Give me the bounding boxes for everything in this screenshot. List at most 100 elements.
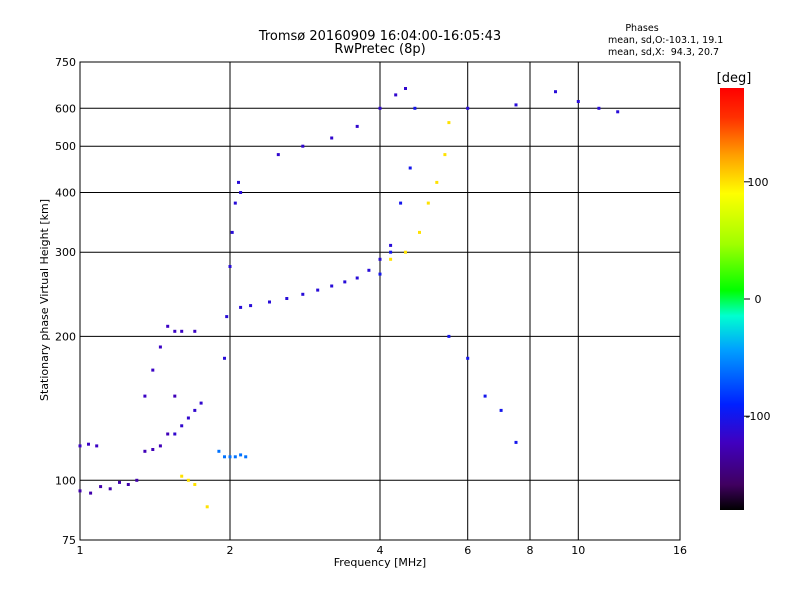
x-tick-label: 6 — [464, 544, 471, 557]
data-point — [408, 166, 412, 170]
y-axis-label: Stationary phase Virtual Height [km] — [38, 199, 51, 401]
data-point — [180, 329, 184, 333]
data-point — [173, 432, 177, 436]
y-tick-label: 600 — [55, 102, 76, 115]
data-point — [173, 394, 177, 398]
data-point — [87, 442, 90, 446]
x-tick-label: 2 — [227, 544, 234, 557]
data-point — [330, 136, 334, 140]
data-point — [239, 453, 243, 457]
data-point — [180, 474, 184, 478]
data-point — [554, 90, 557, 94]
data-points — [78, 87, 620, 509]
data-point — [151, 448, 155, 451]
data-point — [166, 324, 170, 328]
data-point — [378, 106, 382, 110]
data-point — [99, 485, 103, 489]
data-point — [95, 444, 99, 448]
data-point — [330, 284, 334, 288]
data-point — [225, 315, 229, 319]
data-point — [616, 110, 620, 114]
data-point — [143, 449, 147, 453]
data-point — [389, 250, 393, 254]
data-point — [499, 408, 503, 412]
data-point — [193, 483, 197, 486]
data-point — [135, 478, 139, 482]
colorbar-tick-label: -100 — [746, 410, 771, 423]
data-point — [378, 272, 382, 276]
y-tick-label: 500 — [55, 140, 76, 153]
data-point — [355, 276, 359, 280]
x-tick-label: 16 — [673, 544, 687, 557]
phases-x-mode: mean, sd,X: 94.3, 20.7 — [608, 47, 719, 58]
data-point — [228, 455, 232, 459]
phases-heading: Phases — [625, 23, 658, 34]
data-point — [597, 106, 601, 110]
data-point — [118, 480, 121, 484]
data-point — [193, 329, 197, 333]
data-point — [447, 334, 451, 338]
colorbar — [720, 88, 744, 510]
data-point — [404, 250, 407, 254]
data-point — [301, 292, 305, 296]
data-point — [151, 368, 155, 372]
y-tick-label: 400 — [55, 187, 76, 200]
x-tick-label: 4 — [377, 544, 384, 557]
data-point — [237, 180, 240, 184]
y-tick-label: 100 — [55, 474, 76, 487]
chart-subtitle: RwPretec (8p) — [334, 42, 425, 57]
data-point — [239, 191, 243, 194]
x-tick-label: 1 — [77, 544, 84, 557]
data-point — [193, 408, 197, 412]
data-point — [514, 440, 518, 444]
colorbar-tick-label: 100 — [748, 176, 769, 189]
data-point — [276, 153, 280, 157]
data-point — [173, 329, 177, 333]
y-tick-label: 200 — [55, 330, 76, 343]
y-tick-label: 750 — [55, 56, 76, 69]
phases-o-mode: mean, sd,O:-103.1, 19.1 — [608, 35, 723, 46]
data-point — [78, 489, 82, 493]
data-point — [199, 401, 203, 405]
x-tick-label: 10 — [571, 544, 585, 557]
data-point — [394, 93, 398, 97]
y-tick-label: 300 — [55, 246, 76, 259]
data-point — [301, 144, 305, 148]
data-point — [466, 106, 470, 110]
data-point — [378, 257, 382, 261]
data-point — [244, 455, 248, 459]
data-point — [514, 103, 518, 107]
data-point — [223, 455, 226, 459]
data-point — [205, 505, 209, 509]
data-point — [389, 243, 393, 247]
data-point — [166, 432, 170, 436]
data-point — [316, 288, 320, 292]
data-point — [186, 416, 190, 420]
data-point — [466, 356, 470, 360]
data-point — [367, 268, 371, 272]
data-point — [143, 394, 147, 398]
data-point — [435, 180, 439, 184]
data-point — [447, 121, 451, 125]
colorbar-label: [deg] — [717, 71, 752, 86]
data-point — [126, 483, 130, 486]
data-point — [249, 304, 253, 308]
data-point — [233, 201, 237, 205]
data-point — [443, 153, 447, 157]
data-point — [186, 478, 190, 482]
data-point — [268, 300, 271, 304]
data-point — [343, 280, 347, 284]
data-point — [413, 106, 417, 110]
data-point — [228, 265, 232, 268]
colorbar-ticks: 100 0 -100 — [744, 176, 770, 423]
data-point — [426, 201, 430, 205]
data-point — [404, 87, 407, 90]
data-point — [78, 444, 82, 448]
data-point — [89, 491, 93, 495]
data-point — [483, 394, 487, 398]
data-point — [399, 201, 403, 205]
chart-title: Tromsø 20160909 16:04:00-16:05:43 — [258, 29, 501, 44]
data-point — [233, 455, 237, 459]
data-point — [180, 424, 184, 428]
